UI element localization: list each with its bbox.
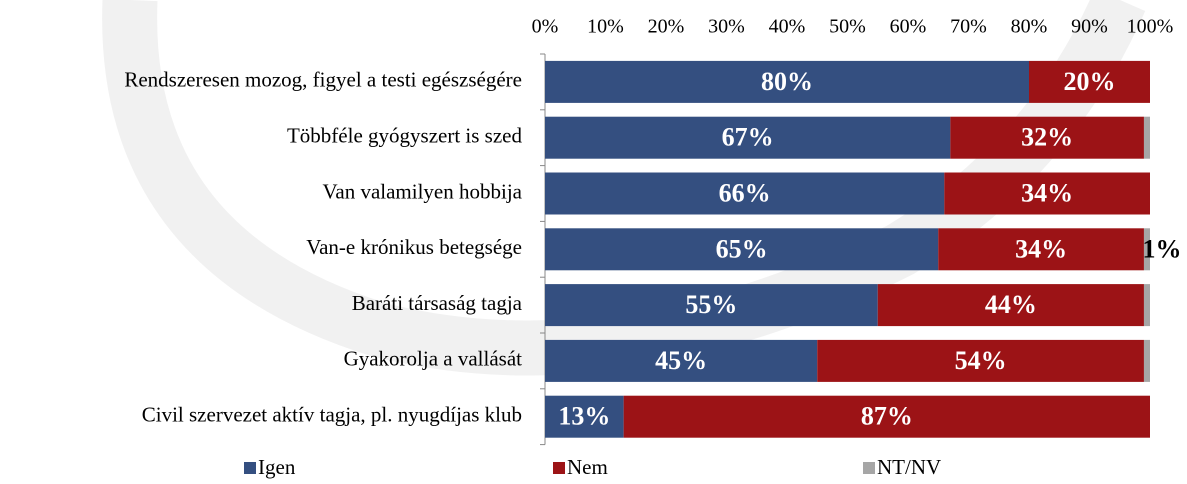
legend-swatch bbox=[553, 462, 565, 474]
legend-label: Nem bbox=[567, 455, 608, 479]
value-label: 54% bbox=[955, 346, 1007, 375]
legend-label: Igen bbox=[258, 455, 296, 479]
value-label: 32% bbox=[1021, 123, 1073, 152]
x-tick-label: 90% bbox=[1071, 16, 1108, 38]
legend-swatch bbox=[863, 462, 875, 474]
value-label: 55% bbox=[685, 290, 737, 319]
bar-segment bbox=[623, 395, 1150, 438]
bar-segment bbox=[877, 284, 1144, 327]
bar-segment bbox=[1143, 284, 1150, 327]
value-label: 66% bbox=[719, 178, 771, 207]
x-tick-label: 10% bbox=[587, 16, 624, 38]
value-label: 65% bbox=[716, 234, 768, 263]
bar-segment bbox=[944, 172, 1150, 215]
x-tick-label: 70% bbox=[950, 16, 987, 38]
value-label: 34% bbox=[1021, 178, 1073, 207]
bar-segment bbox=[950, 116, 1144, 159]
value-label: 45% bbox=[655, 346, 707, 375]
value-label: 87% bbox=[861, 402, 913, 431]
bar-segment bbox=[1143, 116, 1150, 159]
category-label: Többféle gyógyszert is szed bbox=[287, 124, 523, 148]
x-tick-label: 50% bbox=[829, 16, 866, 38]
x-tick-label: 30% bbox=[708, 16, 745, 38]
x-tick-label: 40% bbox=[769, 16, 806, 38]
category-label: Van valamilyen hobbija bbox=[323, 179, 523, 203]
bar-segment bbox=[545, 395, 624, 438]
bar-segment bbox=[817, 339, 1144, 382]
bar-segment bbox=[545, 116, 951, 159]
x-tick-label: 0% bbox=[532, 16, 559, 38]
category-label: Rendszeresen mozog, figyel a testi egész… bbox=[124, 68, 522, 92]
bar-segment bbox=[1029, 60, 1150, 103]
value-label: 20% bbox=[1064, 67, 1116, 96]
value-label: 1% bbox=[1143, 234, 1182, 263]
value-label: 34% bbox=[1015, 234, 1067, 263]
bar-segment bbox=[545, 339, 818, 382]
bar-segment bbox=[545, 228, 939, 271]
value-label: 13% bbox=[558, 402, 610, 431]
category-label: Van-e krónikus betegsége bbox=[306, 235, 522, 259]
category-label: Gyakorolja a vallását bbox=[344, 347, 523, 371]
bar-segment bbox=[545, 172, 945, 215]
bar-segment bbox=[938, 228, 1144, 271]
value-label: 44% bbox=[985, 290, 1037, 319]
value-label: 67% bbox=[722, 123, 774, 152]
category-label: Civil szervezet aktív tagja, pl. nyugdíj… bbox=[142, 403, 522, 427]
x-tick-label: 20% bbox=[648, 16, 685, 38]
value-label: 80% bbox=[761, 67, 813, 96]
bar-segment bbox=[545, 284, 878, 327]
x-tick-label: 60% bbox=[890, 16, 927, 38]
x-tick-label: 100% bbox=[1127, 16, 1174, 38]
x-tick-label: 80% bbox=[1011, 16, 1048, 38]
legend-swatch bbox=[244, 462, 256, 474]
bar-segment bbox=[1143, 228, 1150, 271]
legend-label: NT/NV bbox=[877, 455, 941, 479]
bar-segment bbox=[1143, 339, 1150, 382]
category-label: Baráti társaság tagja bbox=[352, 291, 523, 315]
bar-segment bbox=[545, 60, 1029, 103]
